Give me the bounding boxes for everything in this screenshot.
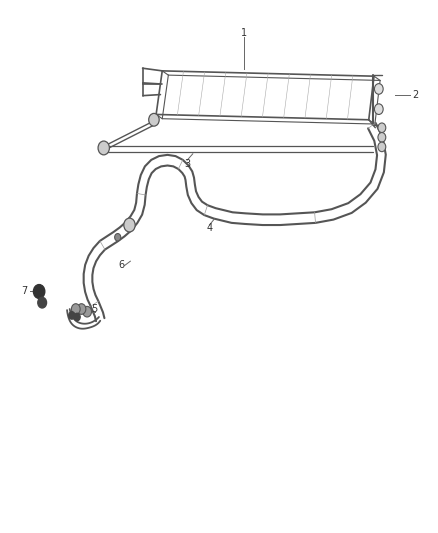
Circle shape xyxy=(69,312,75,319)
Circle shape xyxy=(115,233,121,241)
Text: 7: 7 xyxy=(21,286,27,296)
Circle shape xyxy=(124,218,135,232)
Circle shape xyxy=(374,84,383,94)
Circle shape xyxy=(74,313,80,321)
Text: 5: 5 xyxy=(92,304,98,314)
Circle shape xyxy=(83,306,92,317)
Circle shape xyxy=(378,142,386,152)
Text: 3: 3 xyxy=(184,159,190,169)
Circle shape xyxy=(378,133,386,142)
Circle shape xyxy=(98,141,110,155)
Circle shape xyxy=(77,304,86,314)
Circle shape xyxy=(374,104,383,115)
Text: 2: 2 xyxy=(412,90,419,100)
Text: 6: 6 xyxy=(118,261,124,270)
Text: 4: 4 xyxy=(206,223,212,233)
Circle shape xyxy=(33,285,45,298)
Text: 1: 1 xyxy=(241,28,247,38)
Circle shape xyxy=(378,123,386,133)
Circle shape xyxy=(149,114,159,126)
Circle shape xyxy=(38,297,46,308)
Circle shape xyxy=(71,304,80,314)
